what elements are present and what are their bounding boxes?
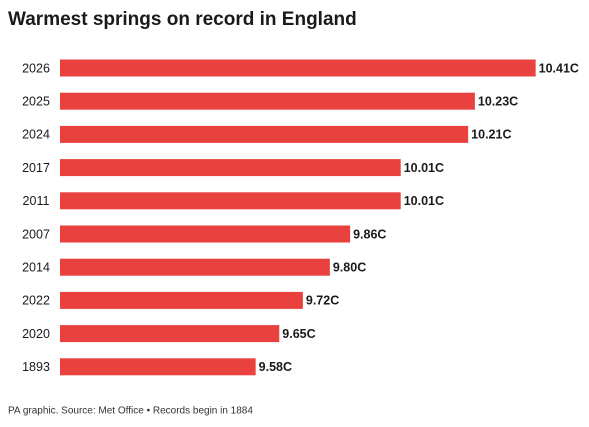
y-tick-label: 2017	[22, 161, 50, 175]
bar	[60, 258, 330, 276]
bar	[60, 291, 303, 309]
value-label: 10.41C	[539, 61, 579, 75]
value-label: 9.58C	[259, 360, 292, 374]
bar	[60, 225, 351, 243]
y-tick-label: 2014	[22, 260, 50, 274]
y-tick-label: 2026	[22, 61, 50, 75]
y-tick-label: 2020	[22, 327, 50, 341]
value-label: 9.86C	[353, 227, 386, 241]
footnote: PA graphic. Source: Met Office • Records…	[8, 406, 253, 417]
bar	[60, 358, 256, 376]
chart-title: Warmest springs on record in England	[8, 9, 357, 30]
bar	[60, 159, 401, 177]
bar	[60, 59, 536, 77]
y-tick-label: 1893	[22, 360, 50, 374]
value-label: 10.23C	[478, 94, 518, 108]
value-label: 10.01C	[404, 161, 444, 175]
y-tick-label: 2011	[23, 194, 50, 208]
y-tick-label: 2025	[22, 94, 50, 108]
value-label: 9.72C	[306, 294, 339, 308]
y-tick-label: 2007	[22, 227, 50, 241]
bar	[60, 192, 401, 210]
bar	[60, 92, 475, 110]
y-tick-label: 2024	[22, 128, 50, 142]
y-tick-label: 2022	[22, 294, 50, 308]
bar	[60, 325, 280, 343]
value-label: 9.80C	[333, 260, 366, 274]
bar	[60, 125, 469, 143]
value-label: 9.65C	[282, 327, 315, 341]
value-label: 10.01C	[404, 194, 444, 208]
value-label: 10.21C	[471, 128, 511, 142]
